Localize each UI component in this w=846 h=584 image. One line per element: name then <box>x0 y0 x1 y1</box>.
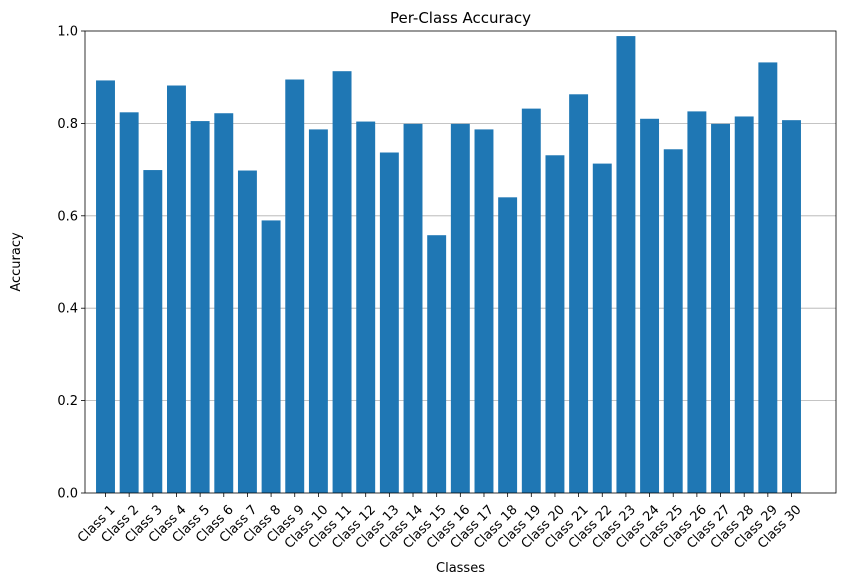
x-axis-label: Classes <box>436 561 485 576</box>
bar <box>569 94 589 493</box>
y-axis-label: Accuracy <box>9 232 24 292</box>
bar <box>734 116 754 493</box>
bar <box>758 62 778 493</box>
bar <box>663 149 683 493</box>
bar <box>143 170 163 493</box>
bar <box>379 152 399 494</box>
bar <box>616 36 636 493</box>
bar <box>96 80 115 494</box>
y-tick-label: 0.0 <box>57 487 78 502</box>
bar <box>450 123 470 493</box>
bar <box>356 121 376 493</box>
chart-title: Per-Class Accuracy <box>390 9 531 27</box>
bar <box>427 235 447 494</box>
bar <box>190 121 210 493</box>
bar <box>687 111 707 493</box>
bar <box>403 123 423 493</box>
bar <box>261 220 281 494</box>
bar <box>237 170 257 494</box>
bar <box>214 113 234 494</box>
y-tick-label: 0.4 <box>57 302 78 317</box>
bar <box>521 108 541 493</box>
y-tick-label: 1.0 <box>57 25 78 40</box>
bar <box>545 155 565 493</box>
bar <box>711 123 730 493</box>
bar <box>592 163 612 493</box>
bars <box>96 36 801 494</box>
bar <box>782 120 801 493</box>
y-tick-label: 0.8 <box>57 117 78 132</box>
bar <box>167 85 186 494</box>
bar <box>285 79 305 493</box>
bar <box>474 129 494 493</box>
y-axis-ticks: 0.0 0.2 0.4 0.6 0.8 1.0 <box>57 25 85 502</box>
bar <box>640 118 660 493</box>
bar <box>332 71 352 493</box>
y-tick-label: 0.2 <box>57 394 78 409</box>
y-tick-label: 0.6 <box>57 209 78 224</box>
bar <box>119 112 139 493</box>
bar <box>498 197 518 493</box>
bar <box>308 129 328 493</box>
